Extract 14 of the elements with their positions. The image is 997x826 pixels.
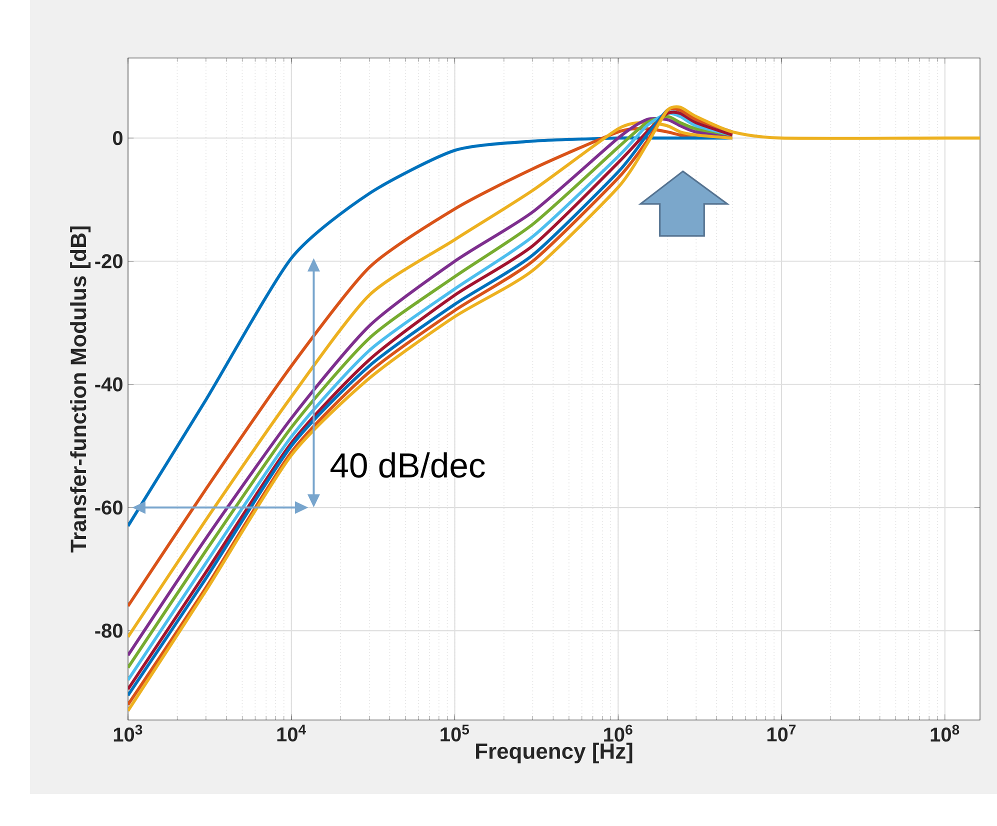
y-tick-label: -20 [95,254,122,268]
annotation: 40 dB/dec [330,452,485,478]
y-axis-title: Transfer-function Modulus [dB] [70,226,91,553]
x-tick-label: 10$^{7}$ [767,724,796,742]
x-tick-label: 10$^{4}$ [277,724,306,742]
y-tick-label: -40 [95,377,122,392]
y-tick-label: -60 [95,500,122,515]
x-tick-label: 10$^{8}$ [930,724,960,742]
x-tick-label: 10$^{5}$ [440,724,470,742]
y-tick-label: -80 [95,624,122,638]
x-tick-label: 10$^{3}$ [114,724,142,742]
x-tick-label: 10$^{6}$ [604,724,632,742]
y-tick-label: 0 [112,130,122,146]
x-axis-title: Frequency [Hz] [476,742,632,764]
